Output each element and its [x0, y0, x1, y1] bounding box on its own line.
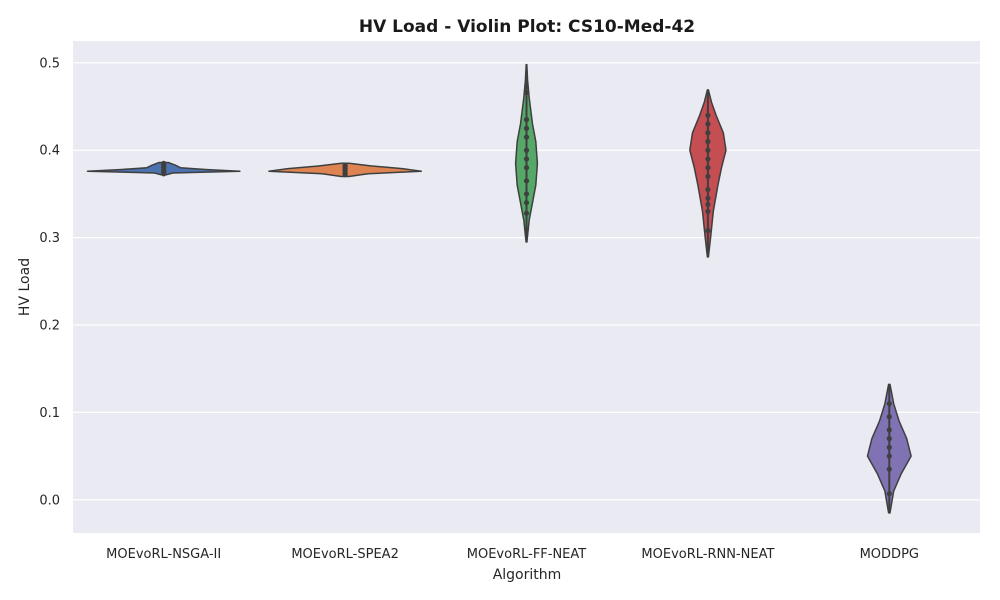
x-tick-label: MOEvoRL-NSGA-II	[106, 547, 221, 562]
violin-point	[705, 195, 711, 201]
violin-point	[523, 210, 530, 216]
violin-point	[342, 162, 348, 168]
y-tick-label: 0.5	[39, 56, 60, 71]
violin-point	[886, 491, 892, 497]
y-tick-label: 0.4	[39, 144, 60, 159]
x-tick-labels: MOEvoRL-NSGA-II MOEvoRL-SPEA2 MOEvoRL-FF-N…	[106, 547, 919, 562]
violin-point	[886, 444, 892, 450]
violin-point	[523, 117, 530, 123]
violin-point	[523, 134, 530, 140]
violin-point	[705, 156, 711, 162]
violin-point	[523, 200, 530, 206]
x-tick-label: MOEvoRL-SPEA2	[291, 547, 399, 562]
violin-point	[705, 121, 711, 127]
violin-point	[705, 112, 711, 118]
x-tick-label: MODDPG	[860, 547, 919, 562]
y-tick-label: 0.1	[39, 406, 60, 421]
violin-point	[705, 228, 711, 234]
violin-point	[886, 436, 892, 442]
x-axis-label: Algorithm	[493, 567, 562, 583]
violin-point	[705, 130, 711, 136]
y-tick-label: 0.3	[39, 231, 60, 246]
violin-point	[886, 453, 892, 459]
violin-point	[886, 466, 892, 472]
chart-title: HV Load - Violin Plot: CS10-Med-42	[359, 17, 695, 37]
violin-point	[523, 89, 530, 96]
violin-point	[523, 178, 530, 184]
violin-point	[886, 427, 892, 433]
violin-point	[886, 401, 892, 407]
violin-point	[523, 156, 530, 162]
violin-point	[705, 201, 711, 208]
violin-point	[523, 191, 530, 197]
y-tick-label: 0.2	[39, 319, 60, 334]
violin-point	[705, 147, 711, 153]
violin-point	[705, 138, 711, 145]
y-axis-label: HV Load	[17, 258, 33, 316]
violin-point	[705, 186, 711, 193]
x-tick-label: MOEvoRL-RNN-NEAT	[641, 547, 774, 562]
violin-point	[886, 414, 892, 420]
violins	[86, 63, 912, 514]
y-tick-label: 0.0	[39, 493, 60, 508]
y-tick-labels: 0.0 0.1 0.2 0.3 0.4 0.5	[39, 56, 60, 508]
violin-point	[523, 125, 530, 131]
violin-point	[161, 160, 167, 166]
violin-point	[523, 147, 530, 153]
violin-point	[705, 165, 711, 171]
x-tick-label: MOEvoRL-FF-NEAT	[467, 547, 587, 562]
violin-point	[705, 173, 711, 180]
violin-point	[705, 208, 711, 215]
violin-point	[523, 165, 530, 171]
